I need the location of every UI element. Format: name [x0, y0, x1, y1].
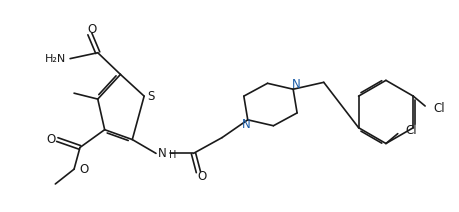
Text: O: O	[197, 170, 207, 183]
Text: O: O	[87, 22, 96, 36]
Text: H: H	[168, 150, 176, 160]
Text: O: O	[47, 133, 56, 146]
Text: Cl: Cl	[405, 124, 416, 137]
Text: Cl: Cl	[432, 102, 444, 116]
Text: O: O	[79, 163, 88, 176]
Text: S: S	[147, 90, 154, 103]
Text: N: N	[157, 147, 166, 160]
Text: H₂N: H₂N	[45, 54, 66, 64]
Text: N: N	[241, 118, 250, 131]
Text: N: N	[291, 78, 300, 91]
